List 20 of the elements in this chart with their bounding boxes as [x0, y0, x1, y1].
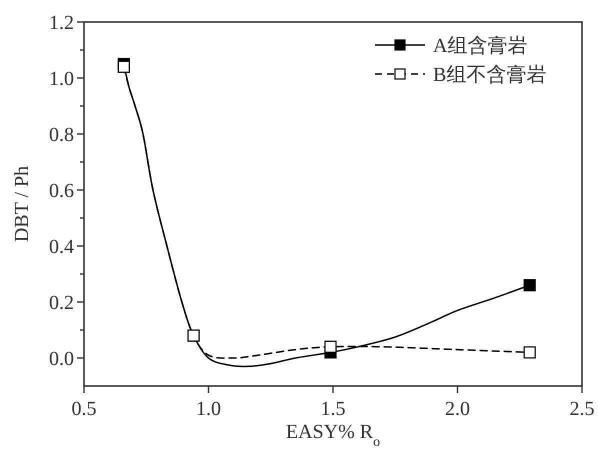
y-tick-label: 1.0 [49, 68, 74, 90]
legend-label: A组含膏岩 [433, 35, 528, 57]
y-tick-label: 0.8 [49, 124, 74, 146]
x-tick-label: 2.0 [445, 398, 470, 420]
y-tick-label: 0.0 [49, 348, 74, 370]
y-tick-label: 0.2 [49, 292, 74, 314]
point [524, 279, 536, 292]
point [118, 60, 130, 73]
x-tick-label: 2.5 [570, 398, 594, 420]
y-axis-title: DBT / Ph [11, 166, 33, 242]
y-tick-label: 0.4 [49, 236, 74, 258]
x-tick-label: 0.5 [72, 398, 96, 420]
point [324, 340, 337, 353]
point [524, 346, 536, 358]
x-tick-label: 1.0 [196, 398, 221, 420]
y-tick-label: 0.6 [49, 180, 74, 202]
legend-label: B组不含膏岩 [433, 64, 546, 86]
y-tick-label: 1.2 [49, 12, 74, 34]
x-axis-title: EASY% R$_{o}$ [286, 421, 380, 450]
x-tick-label: 1.5 [320, 398, 346, 420]
